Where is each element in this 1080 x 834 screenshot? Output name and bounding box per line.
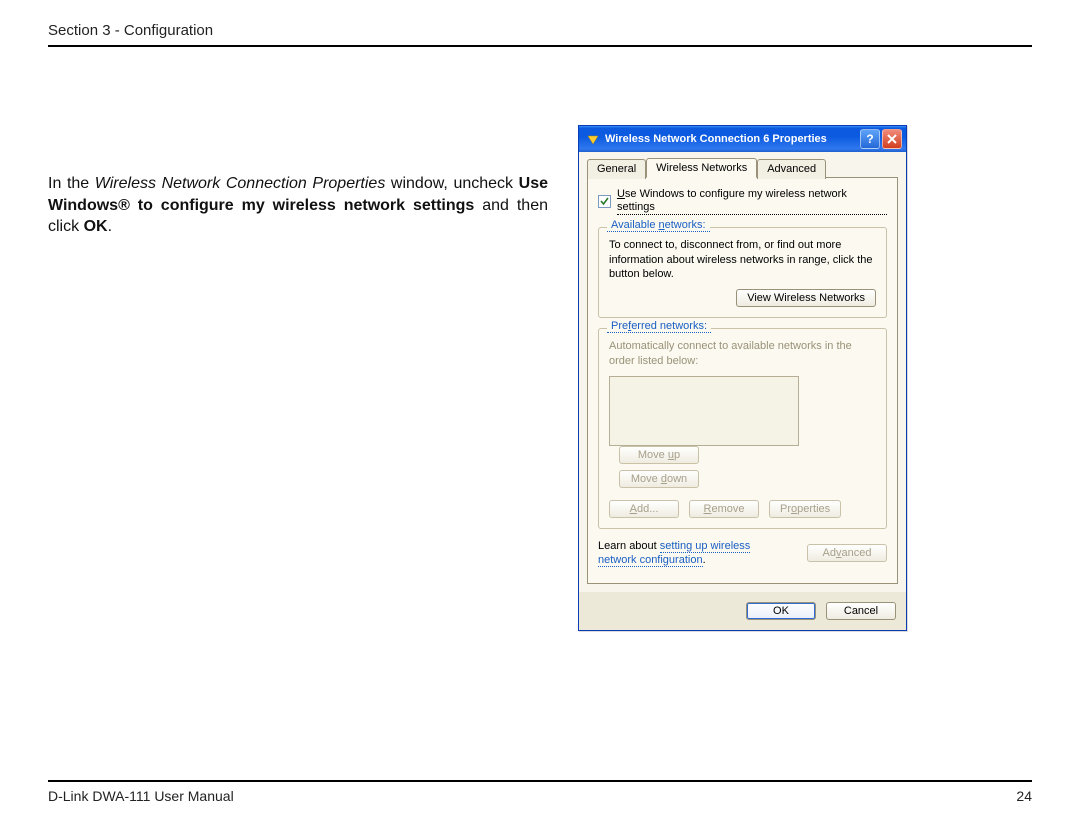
available-networks-title: Available networks: (607, 220, 710, 232)
add-button[interactable]: Add... (609, 500, 679, 518)
advanced-button[interactable]: Advanced (807, 544, 887, 562)
instr-part2: window, uncheck (385, 175, 518, 192)
wireless-icon (585, 131, 601, 147)
tab-general[interactable]: General (587, 159, 646, 179)
instr-italic: Wireless Network Connection Properties (95, 175, 386, 192)
properties-button[interactable]: Properties (769, 500, 841, 518)
dialog-title: Wireless Network Connection 6 Properties (605, 133, 860, 145)
tab-strip: General Wireless Networks Advanced (587, 158, 898, 178)
tab-advanced[interactable]: Advanced (757, 159, 826, 179)
close-button[interactable] (882, 129, 902, 149)
ok-button[interactable]: OK (746, 602, 816, 620)
remove-button[interactable]: Remove (689, 500, 759, 518)
view-wireless-networks-button[interactable]: View Wireless Networks (736, 289, 876, 307)
preferred-networks-title: Preferred networks: (607, 321, 711, 333)
preferred-networks-text: Automatically connect to available netwo… (609, 339, 876, 368)
use-windows-checkbox[interactable] (598, 195, 611, 208)
help-button[interactable]: ? (860, 129, 880, 149)
available-networks-group: Available networks: To connect to, disco… (598, 227, 887, 318)
properties-dialog: Wireless Network Connection 6 Properties… (578, 125, 907, 631)
instr-part1: In the (48, 175, 95, 192)
available-networks-text: To connect to, disconnect from, or find … (609, 238, 876, 281)
move-up-button[interactable]: Move up (619, 446, 699, 464)
page-number: 24 (1016, 788, 1032, 804)
instr-part4: . (108, 218, 112, 235)
tab-panel: Use Windows to configure my wireless net… (587, 177, 898, 584)
titlebar[interactable]: Wireless Network Connection 6 Properties… (579, 126, 906, 152)
preferred-networks-group: Preferred networks: Automatically connec… (598, 328, 887, 529)
dialog-footer: OK Cancel (579, 592, 906, 630)
instr-bold2: OK (84, 218, 108, 235)
use-windows-label[interactable]: Use Windows to configure my wireless net… (617, 188, 887, 215)
move-down-button[interactable]: Move down (619, 470, 699, 488)
instruction-text: In the Wireless Network Connection Prope… (48, 125, 548, 631)
footer-left: D-Link DWA-111 User Manual (48, 788, 234, 804)
tab-wireless-networks[interactable]: Wireless Networks (646, 158, 757, 178)
learn-about-text: Learn about setting up wireless network … (598, 539, 788, 568)
section-header: Section 3 - Configuration (48, 22, 1032, 47)
cancel-button[interactable]: Cancel (826, 602, 896, 620)
preferred-networks-listbox[interactable] (609, 376, 799, 446)
